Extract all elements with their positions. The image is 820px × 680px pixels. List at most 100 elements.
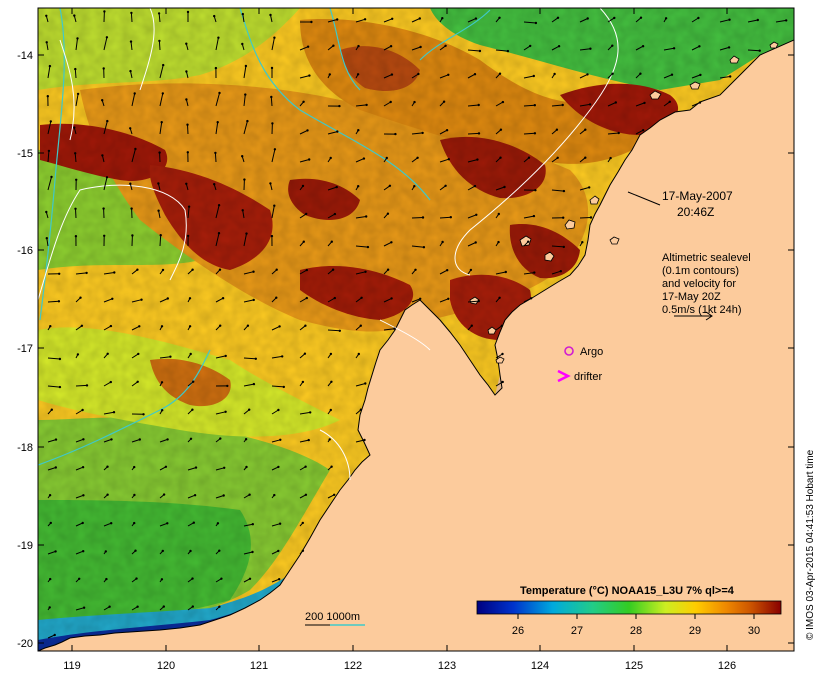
- velocity-arrow-head: [157, 209, 160, 212]
- velocity-arrow-head: [474, 241, 477, 244]
- velocity-arrow-head: [670, 73, 674, 76]
- velocity-arrow-head: [186, 123, 189, 126]
- velocity-arrow-head: [161, 268, 165, 272]
- velocity-arrow-head: [85, 384, 89, 387]
- velocity-arrow-head: [357, 44, 360, 48]
- velocity-arrow-head: [158, 39, 161, 43]
- velocity-arrow-head: [58, 357, 62, 361]
- velocity-arrow-head: [76, 92, 80, 96]
- velocity-arrow-head: [133, 493, 136, 497]
- velocity-arrow-head: [302, 100, 305, 104]
- velocity-arrow: [103, 298, 113, 303]
- velocity-arrow: [75, 384, 88, 387]
- velocity-arrow-head: [534, 21, 538, 25]
- velocity-arrow-head: [556, 156, 559, 159]
- velocity-arrow: [75, 272, 87, 275]
- velocity-arrow-head: [269, 13, 272, 17]
- velocity-scale-arrowhead: [705, 311, 713, 321]
- velocity-arrow-head: [336, 130, 339, 133]
- velocity-arrow-head: [138, 325, 141, 328]
- velocity-arrow-head: [245, 232, 248, 235]
- velocity-arrow-head: [54, 550, 57, 553]
- velocity-arrow-head: [329, 156, 332, 160]
- velocity-arrow-head: [533, 271, 536, 274]
- altimetry-line: 17-May 20Z: [662, 291, 721, 303]
- velocity-arrow-head: [106, 465, 109, 468]
- velocity-arrow-head: [101, 99, 104, 102]
- velocity-arrow-head: [442, 100, 446, 103]
- velocity-arrow-head: [301, 549, 305, 552]
- velocity-arrow: [523, 75, 534, 79]
- velocity-arrow-head: [189, 437, 193, 440]
- velocity-arrow-head: [421, 131, 424, 135]
- velocity-arrow: [327, 213, 336, 219]
- velocity-arrow-head: [278, 578, 281, 581]
- velocity-arrow: [299, 46, 309, 51]
- velocity-arrow-head: [73, 14, 76, 17]
- velocity-arrow-head: [160, 121, 163, 124]
- velocity-arrow-head: [161, 409, 164, 412]
- velocity-arrow: [187, 494, 196, 499]
- velocity-arrow-head: [162, 605, 165, 608]
- velocity-arrow: [327, 297, 336, 303]
- velocity-arrow: [523, 132, 535, 135]
- velocity-arrow-head: [74, 152, 77, 155]
- velocity-arrow: [243, 551, 253, 555]
- velocity-arrow: [243, 523, 253, 527]
- velocity-arrow-head: [527, 156, 531, 159]
- velocity-arrow-head: [553, 72, 556, 76]
- velocity-arrow-head: [162, 493, 166, 496]
- velocity-arrow-head: [135, 577, 138, 580]
- lon-tick-label: 121: [250, 660, 268, 672]
- velocity-arrow: [158, 210, 161, 219]
- velocity-arrow-head: [498, 296, 501, 299]
- velocity-arrow: [635, 129, 644, 135]
- velocity-arrow-head: [473, 184, 477, 188]
- velocity-arrow: [103, 381, 112, 387]
- velocity-arrow-head: [530, 297, 533, 300]
- velocity-arrow-head: [447, 297, 450, 300]
- velocity-arrow: [663, 74, 673, 79]
- velocity-arrow-head: [331, 268, 335, 271]
- velocity-arrow: [439, 298, 449, 303]
- velocity-arrow: [75, 466, 84, 471]
- velocity-arrow-head: [273, 36, 276, 39]
- velocity-arrow: [551, 189, 564, 192]
- credit-text: © IMOS 03-Apr-2015 04:41:53 Hobart time: [805, 449, 816, 640]
- velocity-arrow-head: [756, 18, 759, 22]
- velocity-arrow-head: [185, 182, 188, 185]
- velocity-arrow-head: [414, 268, 417, 271]
- velocity-arrow-head: [469, 268, 473, 272]
- velocity-arrow: [383, 297, 392, 303]
- velocity-arrow: [355, 104, 367, 107]
- velocity-arrow: [242, 14, 245, 23]
- velocity-arrow-head: [133, 521, 136, 525]
- velocity-arrow: [215, 467, 225, 471]
- velocity-arrow: [383, 18, 393, 23]
- velocity-arrow-head: [216, 121, 219, 124]
- velocity-arrow-head: [664, 17, 668, 20]
- velocity-arrow-head: [359, 324, 362, 327]
- velocity-arrow-head: [49, 577, 52, 581]
- velocity-arrow-head: [81, 466, 85, 469]
- velocity-arrow-head: [364, 270, 367, 273]
- velocity-arrow: [47, 439, 57, 443]
- velocity-arrow: [467, 300, 479, 303]
- velocity-arrow-head: [166, 438, 169, 441]
- velocity-arrow-head: [136, 380, 139, 383]
- velocity-arrow: [187, 124, 189, 135]
- velocity-arrow: [47, 121, 52, 135]
- velocity-arrow-head: [279, 438, 282, 441]
- velocity-arrow-head: [441, 17, 444, 20]
- velocity-arrow-head: [45, 41, 48, 44]
- date-label: 17-May-2007: [662, 189, 733, 203]
- velocity-arrow-head: [136, 268, 139, 271]
- velocity-arrow: [299, 269, 308, 275]
- velocity-arrow-head: [241, 12, 244, 16]
- velocity-arrow: [495, 381, 503, 387]
- velocity-arrow: [75, 325, 83, 331]
- velocity-arrow: [355, 216, 367, 219]
- velocity-arrow-head: [394, 132, 397, 136]
- velocity-arrow-head: [390, 241, 393, 244]
- velocity-arrow: [47, 385, 60, 388]
